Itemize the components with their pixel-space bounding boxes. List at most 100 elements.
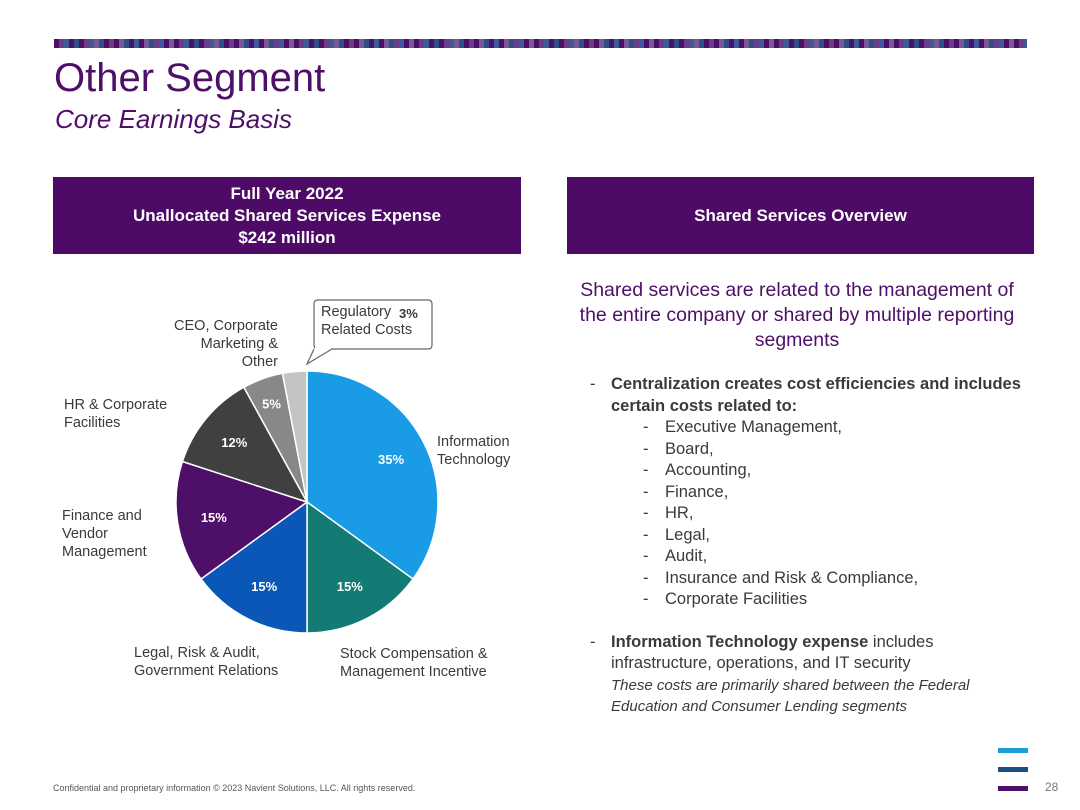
stripe-segment (424, 39, 429, 48)
stripe-segment (764, 39, 769, 48)
stripe-segment (824, 39, 829, 48)
stripe-segment (334, 39, 339, 48)
pie-value-label-5: 5% (262, 396, 281, 411)
stripe-segment (604, 39, 609, 48)
slice-label-0: Information Technology (437, 434, 511, 468)
slice-label-4: HR & Corporate Facilities (64, 397, 168, 431)
stripe-segment (364, 39, 369, 48)
stripe-segment (404, 39, 409, 48)
stripe-segment (884, 39, 889, 48)
stripe-segment (794, 39, 799, 48)
stripe-segment (754, 39, 759, 48)
stripe-segment (714, 39, 719, 48)
stripe-segment (74, 39, 79, 48)
regulatory-callout-box (313, 299, 433, 350)
stripe-segment (919, 39, 924, 48)
stripe-segment (859, 39, 864, 48)
bullet-centralization-text: Centralization creates cost efficiencies… (611, 375, 1021, 415)
stripe-segment (739, 39, 744, 48)
stripe-segment (514, 39, 519, 48)
stripe-segment (109, 39, 114, 48)
stripe-segment (959, 39, 964, 48)
stripe-segment (589, 39, 594, 48)
stripe-segment (349, 39, 354, 48)
logo-bar-middle (998, 767, 1028, 772)
stripe-segment (309, 39, 314, 48)
intro-text: Shared services are related to the manag… (579, 279, 1015, 351)
stripe-segment (724, 39, 729, 48)
stripe-segment (734, 39, 739, 48)
logo-bar-bottom (998, 786, 1028, 791)
bullet-dash: - (590, 375, 596, 393)
chart-header-line1: Full Year 2022 (230, 183, 344, 203)
pie-value-label-2: 15% (251, 579, 277, 594)
stripe-segment (374, 39, 379, 48)
pie-slice-4 (181, 386, 309, 504)
stripe-segment (119, 39, 124, 48)
stripe-segment (454, 39, 459, 48)
stripe-segment (649, 39, 654, 48)
stripe-segment (759, 39, 764, 48)
stripe-segment (949, 39, 954, 48)
stripe-segment (529, 39, 534, 48)
stripe-segment (929, 39, 934, 48)
stripe-segment (614, 39, 619, 48)
stripe-segment (224, 39, 229, 48)
stripe-segment (164, 39, 169, 48)
stripe-segment (89, 39, 94, 48)
stripe-segment (524, 39, 529, 48)
stripe-segment (104, 39, 109, 48)
stripe-segment (274, 39, 279, 48)
stripe-segment (719, 39, 724, 48)
pie-slice-2 (199, 500, 308, 634)
stripe-segment (774, 39, 779, 48)
stripe-segment (314, 39, 319, 48)
stripe-segment (584, 39, 589, 48)
stripe-segment (249, 39, 254, 48)
list-item: - Finance, (643, 482, 729, 501)
stripe-segment (369, 39, 374, 48)
stripe-segment (634, 39, 639, 48)
stripe-segment (624, 39, 629, 48)
pie-slice-0 (306, 370, 439, 581)
stripe-segment (549, 39, 554, 48)
stripe-segment (194, 39, 199, 48)
stripe-segment (324, 39, 329, 48)
stripe-segment (979, 39, 984, 48)
stripe-segment (854, 39, 859, 48)
footer-confidential: Confidential and proprietary information… (53, 783, 416, 793)
overview-header-box: Shared Services Overview (567, 177, 1034, 254)
stripe-segment (299, 39, 304, 48)
stripe-segment (909, 39, 914, 48)
stripe-segment (289, 39, 294, 48)
bullet-it-rest: includes infrastructure, operations, and… (611, 632, 934, 673)
stripe-segment (479, 39, 484, 48)
stripe-segment (969, 39, 974, 48)
slice-label-5: CEO, Corporate Marketing & Other (174, 318, 278, 370)
stripe-segment (799, 39, 804, 48)
stripe-segment (124, 39, 129, 48)
stripe-segment (569, 39, 574, 48)
stripe-segment (499, 39, 504, 48)
stripe-segment (489, 39, 494, 48)
bullet-it-expense: - Information Technology expense include… (590, 632, 1030, 718)
stripe-segment (804, 39, 809, 48)
stripe-segment (594, 39, 599, 48)
stripe-segment (689, 39, 694, 48)
stripe-segment (234, 39, 239, 48)
stripe-segment (154, 39, 159, 48)
list-item: - HR, (643, 504, 694, 522)
stripe-segment (214, 39, 219, 48)
list-item: - Audit, (643, 547, 708, 565)
pie-slice-1 (306, 500, 415, 634)
stripe-segment (899, 39, 904, 48)
stripe-segment (354, 39, 359, 48)
pie-slice-6 (281, 370, 308, 503)
stripe-segment (259, 39, 264, 48)
stripe-segment (429, 39, 434, 48)
stripe-segment (54, 39, 59, 48)
stripe-segment (469, 39, 474, 48)
stripe-segment (69, 39, 74, 48)
stripe-segment (209, 39, 214, 48)
stripe-segment (389, 39, 394, 48)
